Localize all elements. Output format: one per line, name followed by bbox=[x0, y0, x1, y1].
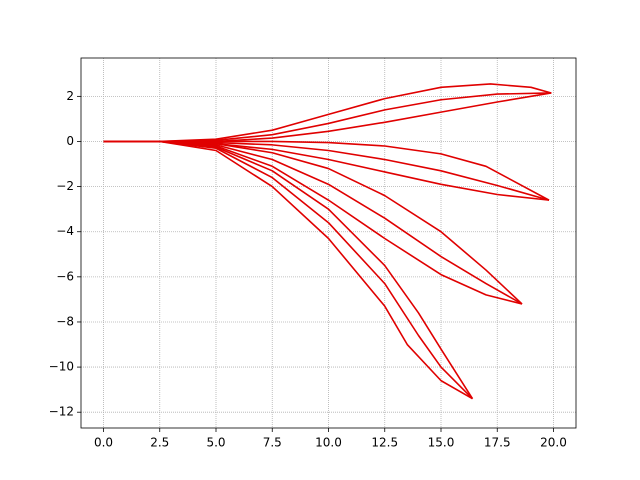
axes: 0.0 2.5 5.0 7.5 10.0 12.5 15.0 17.5 20.0 −12 −10 −8… bbox=[49, 89, 567, 450]
x-tick-label: 7.5 bbox=[263, 436, 282, 450]
x-tick-label: 5.0 bbox=[206, 436, 225, 450]
y-tick-label: −4 bbox=[56, 224, 74, 238]
y-tick-label: −6 bbox=[56, 269, 74, 283]
y-tick-label: −10 bbox=[49, 360, 74, 374]
line bbox=[103, 140, 473, 400]
x-tick-label: 0.0 bbox=[94, 436, 113, 450]
x-tick-label: 17.5 bbox=[484, 436, 511, 450]
x-tick-label: 2.5 bbox=[150, 436, 169, 450]
x-tick-label: 10.0 bbox=[315, 436, 342, 450]
lines bbox=[103, 83, 552, 400]
x-tick-label: 20.0 bbox=[540, 436, 567, 450]
y-tick-label: −8 bbox=[56, 314, 74, 328]
y-tick-label: −2 bbox=[56, 179, 74, 193]
x-tick-label: 12.5 bbox=[371, 436, 398, 450]
y-tick-label: 2 bbox=[66, 89, 74, 103]
y-tick-label: −12 bbox=[49, 405, 74, 419]
x-tick-label: 15.0 bbox=[428, 436, 455, 450]
y-tick-label: 0 bbox=[66, 134, 74, 148]
